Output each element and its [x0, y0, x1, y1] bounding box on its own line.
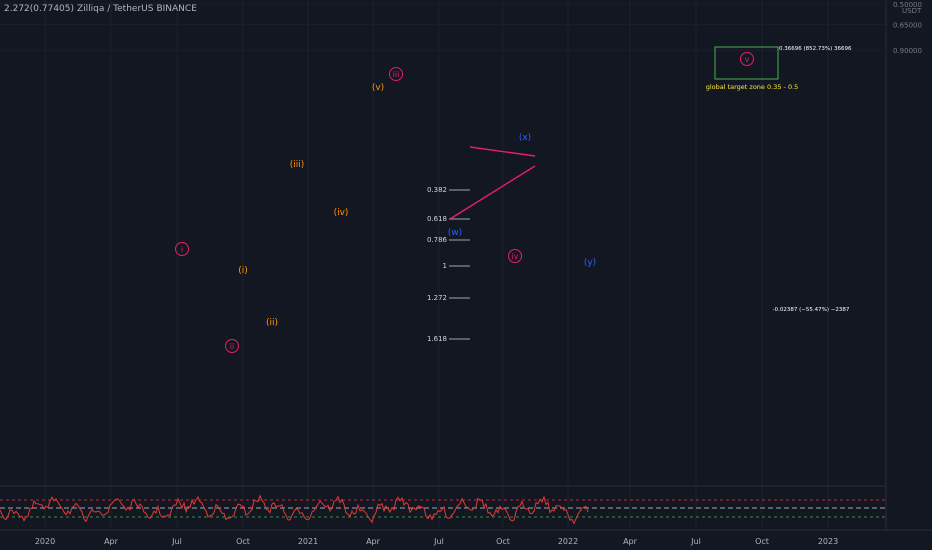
wave-label: (w)	[448, 228, 462, 238]
fib-target-label: 0.618	[427, 215, 447, 223]
wave-label: (iv)	[334, 208, 349, 218]
time-tick-label: Apr	[366, 537, 381, 546]
time-tick-label: Jul	[433, 537, 444, 546]
wave-label: (i)	[238, 266, 248, 276]
wave-label: iii	[393, 70, 400, 79]
price-axis[interactable]: 0.900000.650000.500000.380000.290000.220…	[885, 0, 932, 530]
fib-levels[interactable]: 2(0.38540)1.618(0.14474)1.272(0.05961)1(…	[30, 0, 470, 343]
time-tick-label: Oct	[496, 537, 510, 546]
time-tick-label: Jul	[690, 537, 701, 546]
long-measure-text: 0.36696 (852.73%) 36696	[779, 46, 852, 52]
time-tick-label: Apr	[104, 537, 119, 546]
time-tick-label: 2020	[35, 537, 55, 546]
wave-label: i	[181, 245, 183, 254]
wave-label: ii	[230, 342, 234, 351]
wave-label: (iii)	[290, 160, 305, 170]
wave-circle	[175, 242, 189, 256]
time-tick-label: Apr	[623, 537, 638, 546]
symbol-title[interactable]: 2.272(0.77405) Zilliqa / TetherUS BINANCE	[4, 4, 200, 14]
price-tick-label: 0.90000	[893, 47, 922, 55]
target-zone-box	[714, 46, 779, 80]
fib-target-label: 1.618	[427, 335, 447, 343]
wave-label: iv	[512, 252, 519, 261]
oscillator-line	[0, 494, 589, 525]
time-tick-label: 2022	[558, 537, 578, 546]
time-axis[interactable]: 2020 Apr Jul Oct 2021 Apr Jul Oct 2022 Apr Jul Oct 2…	[0, 529, 932, 546]
short-measure-text: -0.02387 (−55.47%) −2387	[773, 307, 850, 313]
price-tick-label: 0.50000	[893, 1, 922, 9]
wave-label: (y)	[584, 258, 596, 268]
wave-label: (v)	[372, 83, 384, 93]
fib-target-label: 1	[443, 262, 447, 270]
wave-label: v	[745, 55, 750, 64]
fib-target-label: 0.786	[427, 236, 448, 244]
time-tick-label: Oct	[236, 537, 250, 546]
wave-label: (ii)	[266, 318, 278, 328]
annotations: global target zone 0.35 - 0.5 0.36696 (85…	[706, 46, 852, 313]
grid	[44, 0, 829, 528]
symbol-name: Zilliqa / TetherUS	[77, 4, 154, 14]
time-tick-label: Oct	[755, 537, 769, 546]
price-axis-bg	[886, 0, 932, 530]
wave-circle	[740, 52, 754, 66]
wave-circle	[389, 67, 403, 81]
fib-target-label: 0.382	[427, 186, 447, 194]
target-zone-text: global target zone 0.35 - 0.5	[706, 83, 799, 91]
currency-label: USDT	[902, 7, 922, 15]
wave-label: (x)	[519, 133, 531, 143]
trendline-drawings[interactable]	[449, 146, 536, 220]
time-tick-label: 2023	[818, 537, 838, 546]
wave-circle	[508, 249, 522, 263]
trendline-lower	[449, 165, 536, 220]
time-tick-label: 2021	[298, 537, 318, 546]
time-tick-label: Jul	[171, 537, 182, 546]
price-tick-label: 0.65000	[893, 22, 922, 30]
fib-target-label: 1.272	[427, 294, 447, 302]
fib-top-label: 2.272(0.77405)	[4, 4, 75, 14]
wave-circle	[225, 339, 239, 353]
exchange-name: BINANCE	[156, 4, 197, 14]
target-zones	[714, 46, 779, 80]
trendline-upper	[469, 146, 536, 157]
